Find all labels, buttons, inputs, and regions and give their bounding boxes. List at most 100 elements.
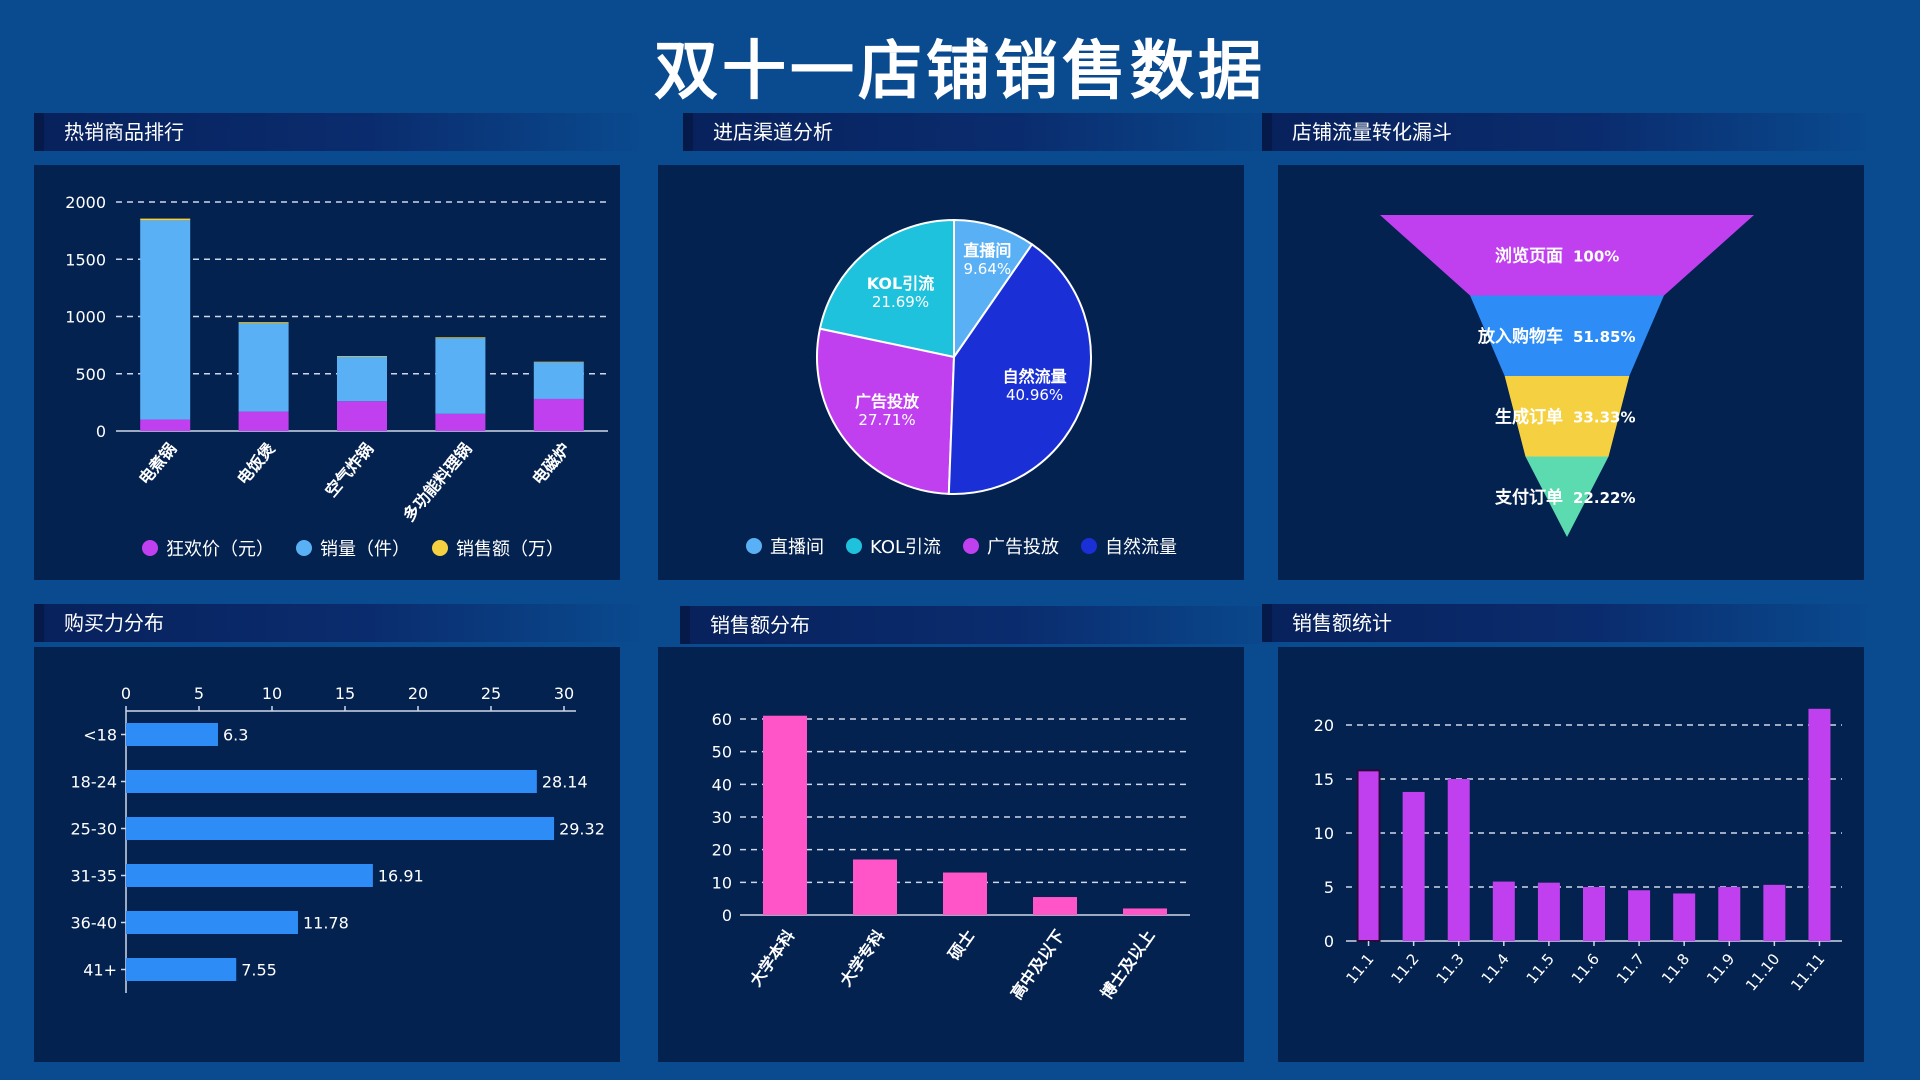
x-tick-label: 11.10 — [1742, 950, 1783, 994]
bar — [126, 723, 218, 746]
bar — [126, 770, 537, 793]
bar-segment — [140, 220, 191, 420]
legend-swatch — [1081, 538, 1098, 554]
legend-label: 狂欢价（元） — [166, 539, 274, 560]
bar — [126, 911, 298, 934]
legend-swatch — [963, 538, 980, 554]
bar — [853, 859, 897, 915]
bar-segment — [140, 218, 191, 221]
x-tick-label: 11.11 — [1787, 950, 1828, 994]
slice-value-label: 21.69% — [872, 293, 929, 311]
legend-swatch — [142, 540, 158, 556]
legend-label: 销售额（万） — [456, 539, 564, 560]
x-tick-label: 11.2 — [1387, 950, 1422, 987]
legend-item[interactable]: 广告投放 — [963, 533, 1059, 559]
legend-item[interactable]: 狂欢价（元） — [142, 535, 274, 561]
funnel-label: 支付订单 — [1495, 487, 1563, 508]
y-tick-label: 500 — [75, 365, 106, 384]
bar — [943, 872, 987, 915]
y-tick-label: 0 — [1324, 932, 1334, 951]
funnel-segment — [1380, 215, 1754, 296]
y-tick-label: 1000 — [65, 308, 106, 327]
bar — [1537, 882, 1560, 941]
panel-purchasing-power: 0 5 10 15 20 25 30 <18 6.3 18-24 28.14 25-30 29.32 31… — [34, 647, 620, 1062]
y-tick-label: 50 — [712, 743, 732, 762]
x-tick-label: 11.6 — [1568, 950, 1603, 987]
panel-header-sales-stats: 销售额统计 — [1262, 604, 1872, 642]
slice-label: KOL引流 — [867, 274, 934, 293]
pie-slice — [816, 327, 956, 495]
legend-label: 销量（件） — [320, 539, 410, 560]
y-tick-label: 36-40 — [71, 914, 118, 933]
x-tick-label: 10 — [262, 684, 282, 703]
x-tick-label: 多功能料理锅 — [399, 439, 475, 525]
y-tick-label: 10 — [712, 873, 732, 892]
y-tick-label: 10 — [1314, 824, 1334, 843]
bar-segment — [238, 411, 289, 431]
legend-item[interactable]: 销售额（万） — [432, 535, 564, 561]
funnel-value-label: 33.33% — [1573, 408, 1635, 426]
bar — [1718, 887, 1741, 941]
y-tick-label: 25-30 — [71, 820, 118, 839]
x-tick-label: 11.1 — [1342, 950, 1377, 987]
x-tick-label: 空气炸锅 — [321, 439, 377, 500]
x-tick-label: 30 — [554, 684, 574, 703]
y-tick-label: 41+ — [83, 961, 117, 980]
pie-slice — [947, 242, 1092, 495]
legend-label: 自然流量 — [1105, 537, 1178, 558]
legend-label: 直播间 — [770, 537, 824, 558]
bar-segment — [140, 419, 191, 431]
bar-value-label: 16.91 — [378, 867, 424, 886]
x-tick-label: 5 — [194, 684, 204, 703]
panel-funnel: 浏览页面 100% 放入购物车 51.85% 生成订单 33.33% 支付订单 22.22% — [1278, 165, 1864, 580]
y-tick-label: 31-35 — [71, 867, 118, 886]
funnel-segment — [1504, 376, 1630, 457]
y-tick-label: 20 — [712, 841, 732, 860]
bar — [126, 864, 373, 887]
panel-sales-stats: 0 5 10 15 20 11.1 11.2 11.3 11.4 11.5 11.6 11.7 11.8… — [1278, 647, 1864, 1062]
funnel-value-label: 22.22% — [1573, 489, 1635, 507]
funnel-segment — [1470, 295, 1664, 376]
panel-header-funnel: 店铺流量转化漏斗 — [1262, 113, 1872, 151]
funnel-segment — [1525, 456, 1609, 537]
slice-label: 直播间 — [963, 241, 1011, 260]
legend-item[interactable]: 自然流量 — [1081, 533, 1177, 559]
x-tick-label: 电饭煲 — [233, 439, 279, 489]
legend-label: KOL引流 — [870, 537, 942, 558]
slice-label: 自然流量 — [1003, 367, 1067, 386]
x-tick-label: 11.7 — [1613, 950, 1648, 987]
x-tick-label: 20 — [408, 684, 428, 703]
panel-header-purchasing-power: 购买力分布 — [34, 604, 644, 642]
legend-swatch — [746, 538, 762, 554]
x-tick-label: 11.9 — [1703, 950, 1738, 987]
slice-value-label: 9.64% — [964, 260, 1012, 278]
legend-item[interactable]: 销量（件） — [296, 535, 410, 561]
panel-header-channels: 进店渠道分析 — [683, 113, 1293, 151]
pie-slice — [953, 218, 1034, 361]
x-tick-label: 25 — [481, 684, 501, 703]
panel-title: 销售额分布 — [710, 613, 810, 637]
panel-header-hot-products: 热销商品排行 — [34, 113, 644, 151]
hot-products-chart: 0 500 1000 1500 2000 电煮锅 电饭煲 空气炸锅 多功能料理锅 电磁炉 — [65, 193, 608, 525]
sales-distribution-chart: 0 10 20 30 40 50 60 大学本科 大学专科 硕士 高中及以下 博士及以上 — [712, 710, 1190, 1003]
bar — [126, 817, 555, 840]
bar — [1033, 897, 1077, 915]
y-tick-label: <18 — [83, 726, 117, 745]
bar — [1583, 887, 1605, 941]
x-tick-label: 11.3 — [1433, 950, 1468, 987]
funnel-label: 浏览页面 — [1495, 245, 1563, 266]
bar-segment — [238, 322, 289, 324]
legend-label: 广告投放 — [987, 537, 1060, 558]
bar — [1808, 708, 1831, 941]
panel-channels: 直播间 9.64% KOL引流 21.69% 广告投放 27.71% 自然流量 40.96% … — [658, 165, 1244, 580]
y-tick-label: 5 — [1324, 878, 1334, 897]
bar-segment — [435, 413, 486, 431]
x-tick-label: 大学本科 — [746, 926, 798, 989]
bar-segment — [238, 323, 289, 412]
legend-item[interactable]: 直播间 — [746, 533, 824, 559]
legend-item[interactable]: KOL引流 — [846, 533, 941, 559]
funnel-value-label: 51.85% — [1573, 328, 1635, 346]
funnel-label: 放入购物车 — [1477, 326, 1563, 347]
bar-value-label: 7.55 — [241, 961, 277, 980]
y-tick-label: 1500 — [65, 250, 106, 269]
